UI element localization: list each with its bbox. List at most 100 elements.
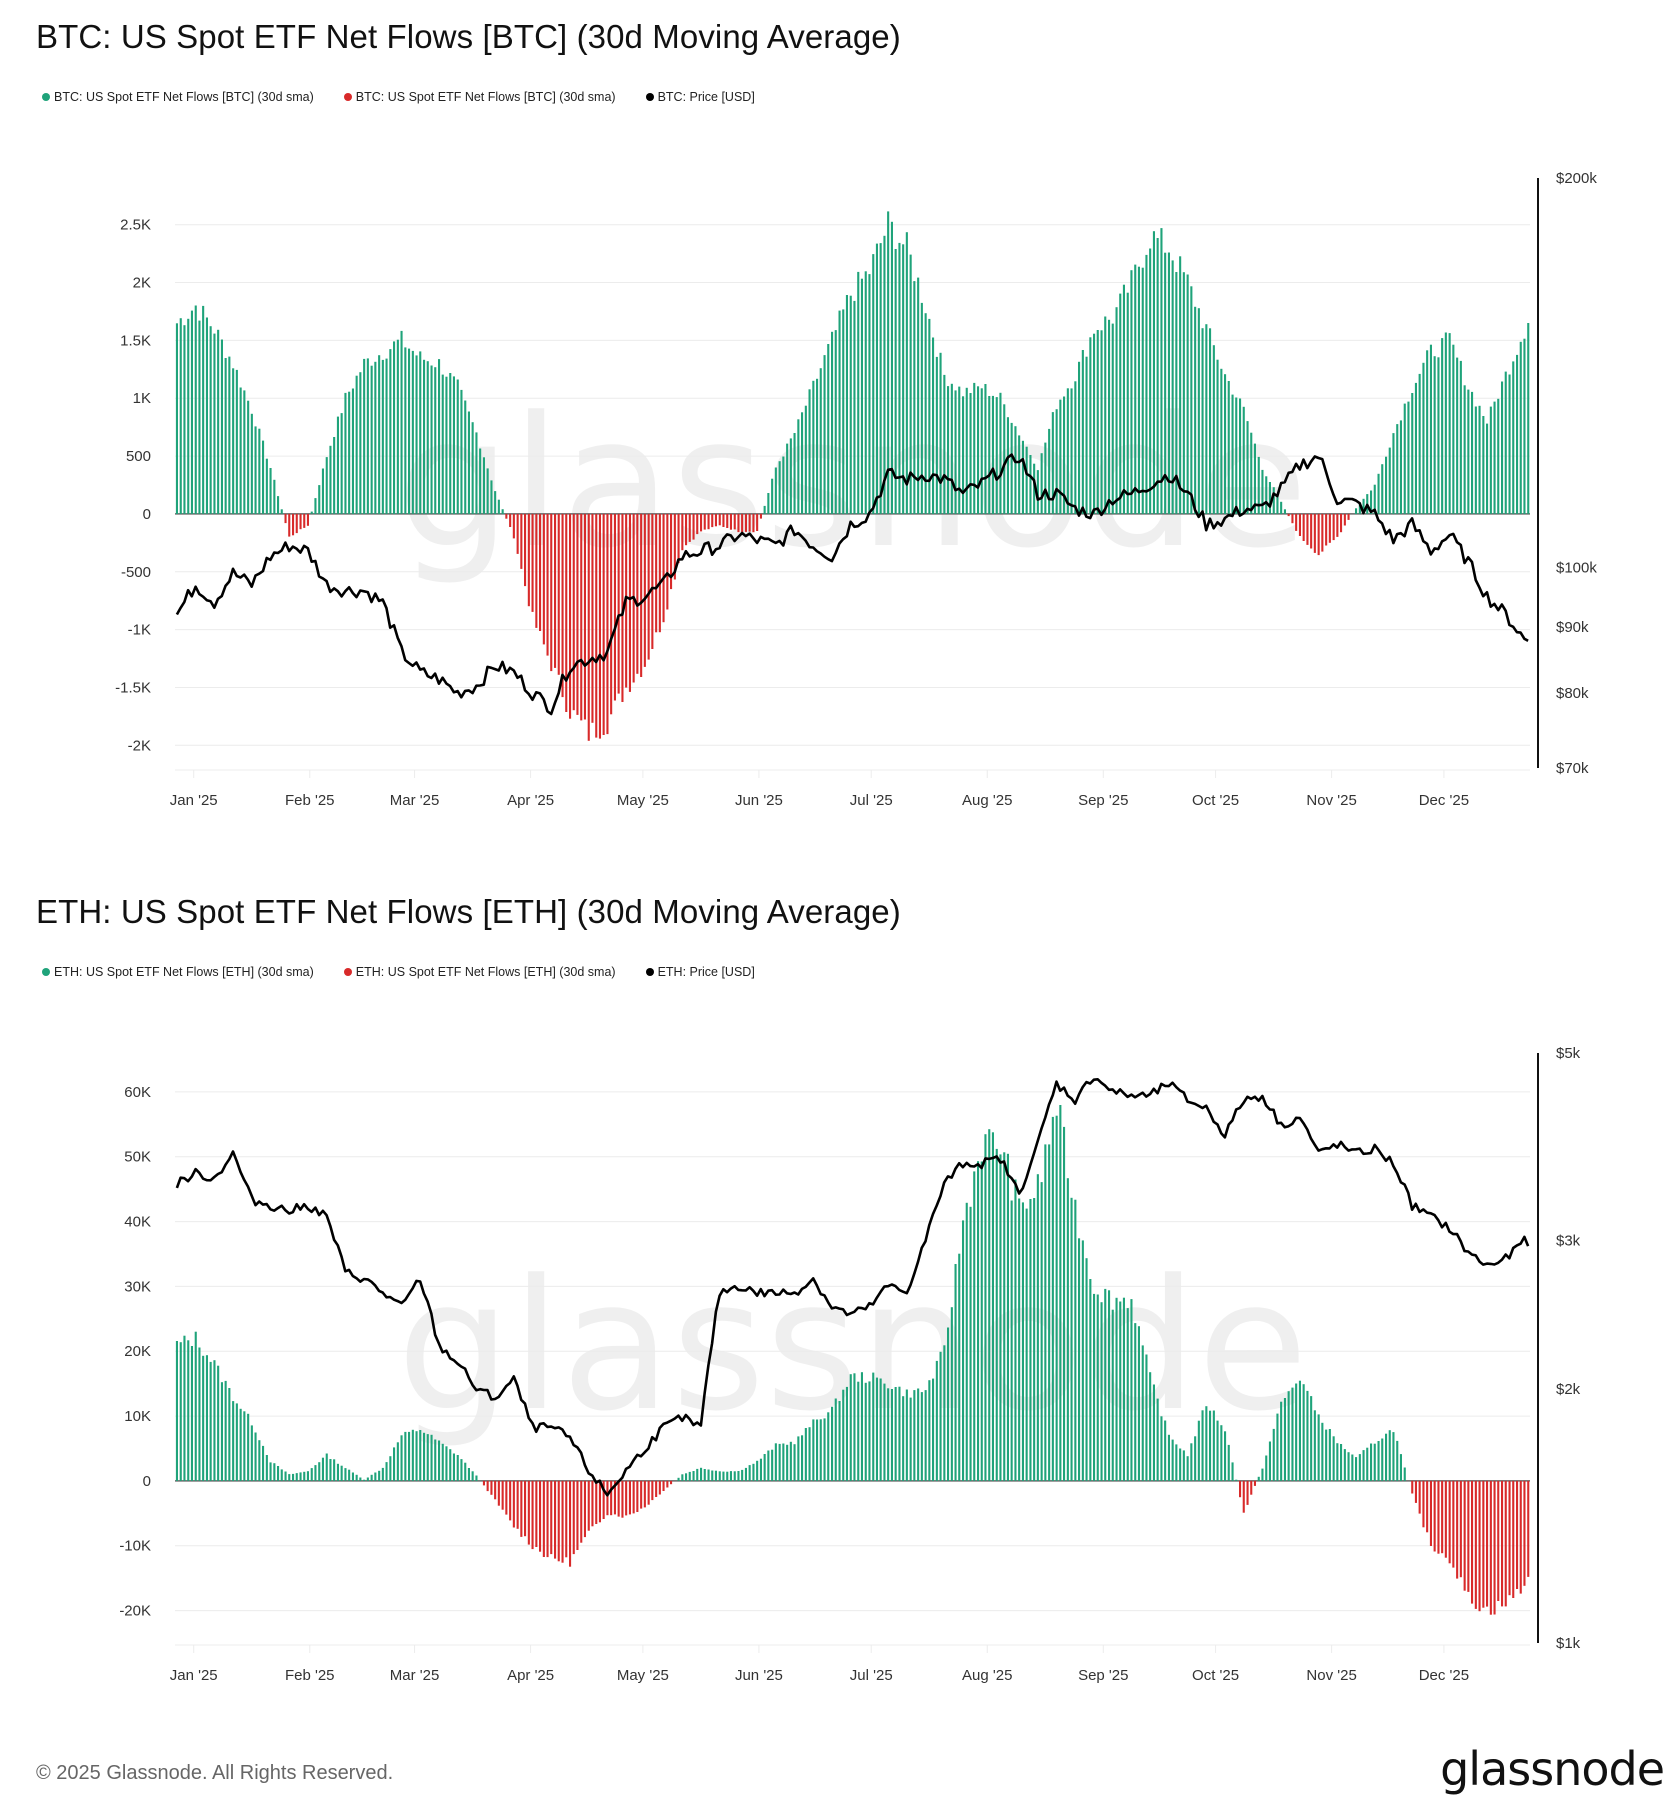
inflow-bar	[467, 411, 470, 514]
inflow-bar	[1444, 332, 1447, 514]
inflow-bar	[243, 1411, 246, 1481]
outflow-bar	[602, 513, 605, 735]
inflow-bar	[898, 1386, 901, 1481]
inflow-bar	[408, 348, 411, 514]
inflow-bar	[1418, 373, 1421, 514]
inflow-bar	[1006, 417, 1009, 514]
inflow-bar	[759, 1458, 762, 1481]
inflow-bar	[872, 254, 875, 514]
inflow-bar	[789, 438, 792, 514]
outflow-bar	[756, 513, 759, 531]
outflow-bar	[602, 1480, 605, 1519]
inflow-bar	[786, 443, 789, 514]
inflow-bar	[1070, 1197, 1073, 1481]
inflow-bar	[464, 400, 467, 514]
inflow-bar	[482, 457, 485, 514]
inflow-bar	[1040, 453, 1043, 514]
inflow-bar	[827, 1412, 830, 1481]
outflow-bar	[613, 513, 616, 701]
outflow-bar	[576, 513, 579, 715]
y-left-tick-label: 0	[143, 506, 151, 523]
inflow-bar	[449, 373, 452, 514]
outflow-bar	[550, 1480, 553, 1555]
inflow-bar	[423, 359, 426, 514]
inflow-bar	[325, 1453, 328, 1481]
inflow-bar	[1399, 1454, 1402, 1481]
outflow-bar	[539, 1480, 542, 1552]
outflow-bar	[292, 513, 295, 536]
btc-legend-outflow[interactable]: BTC: US Spot ETF Net Flows [BTC] (30d sm…	[343, 90, 616, 104]
outflow-bar	[632, 1480, 635, 1514]
inflow-bar	[793, 433, 796, 514]
outflow-bar	[595, 513, 598, 738]
outflow-bar	[509, 1480, 512, 1521]
inflow-bar	[1167, 1434, 1170, 1481]
inflow-bar	[973, 382, 976, 514]
outflow-bar	[1310, 513, 1313, 549]
outflow-bar	[643, 1480, 646, 1508]
inflow-bar	[220, 1382, 223, 1481]
inflow-bar	[797, 1436, 800, 1481]
legend-label: ETH: US Spot ETF Net Flows [ETH] (30d sm…	[54, 965, 314, 979]
inflow-bar	[928, 1380, 931, 1481]
eth-legend-inflow[interactable]: ETH: US Spot ETF Net Flows [ETH] (30d sm…	[42, 965, 314, 979]
outflow-bar	[509, 513, 512, 527]
inflow-bar	[1317, 1414, 1320, 1481]
inflow-bar	[1370, 490, 1373, 514]
inflow-bar	[1482, 416, 1485, 514]
inflow-bar	[958, 1253, 961, 1481]
x-tick-label: May '25	[617, 792, 669, 809]
inflow-bar	[842, 1389, 845, 1481]
inflow-bar	[441, 374, 444, 514]
inflow-bar	[1179, 256, 1182, 514]
legend-dot-icon	[343, 968, 352, 976]
outflow-bar	[658, 1480, 661, 1495]
outflow-bar	[700, 513, 703, 532]
inflow-bar	[1343, 1449, 1346, 1481]
inflow-bar	[194, 305, 197, 514]
inflow-bar	[1048, 428, 1051, 514]
inflow-bar	[932, 1378, 935, 1481]
y-left-tick-label: -10K	[119, 1538, 151, 1555]
outflow-bar	[752, 513, 755, 533]
inflow-bar	[1295, 1383, 1298, 1481]
inflow-bar	[232, 368, 235, 514]
outflow-bar	[1471, 1480, 1474, 1604]
inflow-bar	[269, 1462, 272, 1481]
inflow-bar	[1033, 463, 1036, 514]
outflow-bar	[531, 1480, 534, 1550]
inflow-bar	[1381, 464, 1384, 514]
eth-legend-price[interactable]: ETH: Price [USD]	[645, 965, 755, 979]
inflow-bar	[1396, 424, 1399, 514]
inflow-bar	[213, 1360, 216, 1481]
inflow-bar	[980, 1161, 983, 1481]
inflow-bar	[789, 1441, 792, 1481]
outflow-bar	[1242, 1480, 1245, 1513]
inflow-bar	[1478, 405, 1481, 514]
x-tick-label: May '25	[617, 1667, 669, 1684]
btc-legend-price[interactable]: BTC: Price [USD]	[645, 90, 755, 104]
inflow-bar	[1388, 1430, 1391, 1481]
inflow-bar	[1014, 426, 1017, 514]
glassnode-logo[interactable]: glassnode	[1440, 1742, 1665, 1796]
outflow-bar	[490, 1480, 493, 1495]
inflow-bar	[924, 1390, 927, 1481]
inflow-bar	[1160, 228, 1163, 514]
outflow-bar	[561, 1480, 564, 1563]
price-line	[175, 453, 1529, 716]
inflow-bar	[1018, 435, 1021, 514]
outflow-bar	[1246, 1480, 1249, 1505]
eth-legend-outflow[interactable]: ETH: US Spot ETF Net Flows [ETH] (30d sm…	[343, 965, 616, 979]
inflow-bar	[763, 1454, 766, 1481]
outflow-bar	[1516, 1480, 1519, 1589]
inflow-bar	[879, 243, 882, 514]
inflow-bar	[902, 244, 905, 514]
inflow-bar	[875, 1377, 878, 1481]
legend-label: ETH: US Spot ETF Net Flows [ETH] (30d sm…	[355, 965, 616, 979]
inflow-bar	[187, 318, 190, 514]
legend-dot-icon	[645, 968, 654, 976]
btc-legend-inflow[interactable]: BTC: US Spot ETF Net Flows [BTC] (30d sm…	[42, 90, 314, 104]
inflow-bar	[714, 1470, 717, 1481]
inflow-bar	[1508, 374, 1511, 514]
outflow-bar	[1253, 1480, 1256, 1486]
